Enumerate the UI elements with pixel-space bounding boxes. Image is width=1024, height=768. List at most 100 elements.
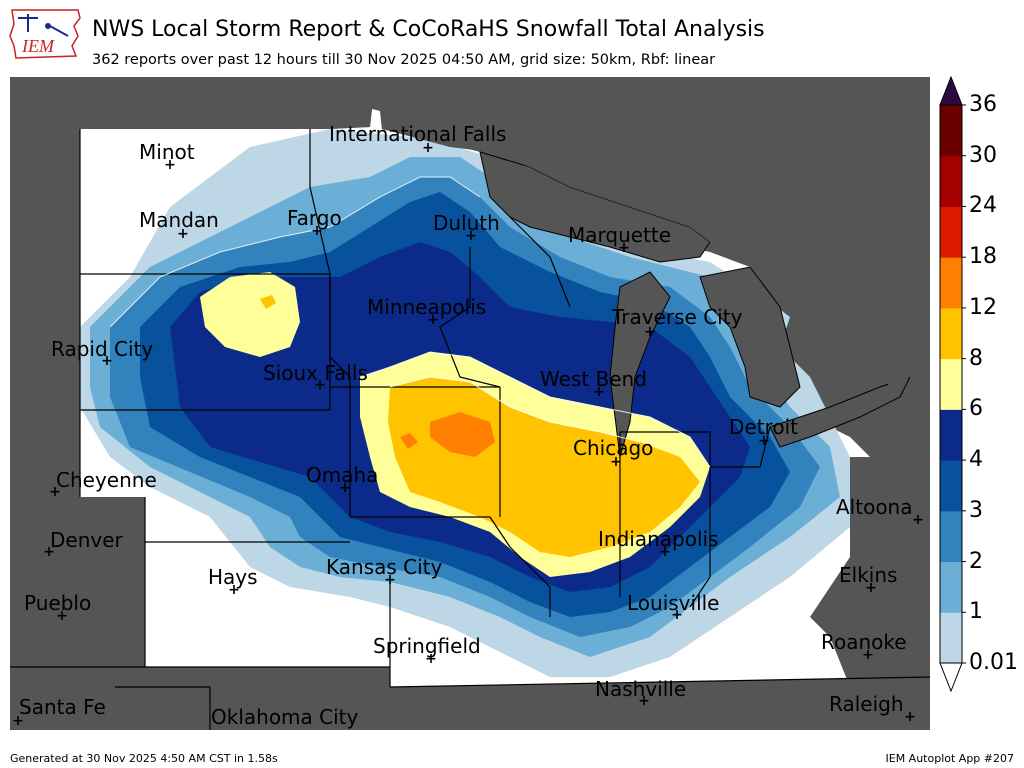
colorbar bbox=[939, 75, 966, 693]
colorbar-band bbox=[940, 155, 962, 207]
mask-southwest bbox=[10, 497, 390, 687]
city-marker: + bbox=[164, 157, 176, 173]
snow-band-5 bbox=[200, 272, 300, 357]
city-marker: + bbox=[425, 651, 437, 667]
colorbar-tick-label: 24 bbox=[969, 193, 997, 219]
snow-band-7 bbox=[430, 412, 495, 457]
colorbar-tick-label: 4 bbox=[969, 447, 983, 473]
city-label: Detroit bbox=[729, 415, 798, 439]
city-label: Mandan bbox=[139, 208, 219, 232]
logo-text: IEM bbox=[21, 36, 55, 56]
footer-app: IEM Autoplot App #207 bbox=[885, 752, 1015, 765]
city-marker: + bbox=[12, 713, 24, 729]
city-label: Elkins bbox=[839, 563, 898, 587]
city-marker: + bbox=[638, 693, 650, 709]
city-marker: + bbox=[43, 544, 55, 560]
city-label: Cheyenne bbox=[56, 468, 157, 492]
city-marker: + bbox=[593, 384, 605, 400]
city-marker: + bbox=[177, 226, 189, 242]
city-label: Springfield bbox=[373, 634, 481, 658]
city-label: Nashville bbox=[595, 677, 687, 701]
colorbar-tick-label: 8 bbox=[969, 345, 983, 371]
city-label: International Falls bbox=[329, 122, 507, 146]
mask-canada bbox=[10, 77, 930, 397]
city-label: Denver bbox=[50, 528, 123, 552]
city-label: Omaha bbox=[306, 463, 379, 487]
city-label: Sioux Falls bbox=[263, 361, 368, 385]
mask-east bbox=[810, 457, 930, 687]
city-label: Louisville bbox=[627, 591, 720, 615]
city-label: Oklahoma City bbox=[211, 705, 359, 729]
city-marker: + bbox=[862, 647, 874, 663]
city-label: Fargo bbox=[287, 206, 342, 230]
iem-logo: IEM bbox=[8, 6, 84, 62]
city-marker: + bbox=[49, 484, 61, 500]
colorbar-tick-label: 18 bbox=[969, 244, 997, 270]
city-marker: + bbox=[427, 312, 439, 328]
colorbar-tick-label: 36 bbox=[969, 92, 997, 117]
mask-southeast bbox=[390, 677, 930, 730]
city-marker: + bbox=[610, 454, 622, 470]
footer-generated: Generated at 30 Nov 2025 4:50 AM CST in … bbox=[10, 752, 278, 765]
colorbar-band bbox=[940, 257, 962, 309]
lake-superior bbox=[479, 151, 711, 263]
city-marker: + bbox=[56, 608, 68, 624]
city-label: Minot bbox=[139, 140, 195, 164]
city-marker: + bbox=[618, 240, 630, 256]
contour-lines bbox=[109, 176, 711, 468]
city-marker: + bbox=[904, 709, 916, 725]
city-label: Kansas City bbox=[326, 555, 443, 579]
city-marker: + bbox=[644, 324, 656, 340]
snow-band-7b bbox=[400, 433, 418, 449]
lake-michigan bbox=[609, 271, 671, 458]
city-label: Pueblo bbox=[24, 591, 92, 615]
city-label: Duluth bbox=[433, 211, 500, 235]
colorbar-band bbox=[940, 409, 962, 461]
colorbar-tick-label: 6 bbox=[969, 396, 983, 422]
city-label: Minneapolis bbox=[367, 295, 487, 319]
snow-band-5c bbox=[260, 295, 276, 309]
mask-west bbox=[10, 77, 80, 497]
snowfall-map: Minot + International Falls + Mandan + F… bbox=[10, 77, 930, 730]
city-label: Altoona bbox=[836, 495, 913, 519]
colorbar-tick-label: 12 bbox=[969, 294, 997, 320]
colorbar-band bbox=[940, 612, 962, 664]
colorbar-tick-label: 30 bbox=[969, 142, 997, 168]
city-marker: + bbox=[465, 228, 477, 244]
city-marker: + bbox=[339, 480, 351, 496]
mask-south bbox=[10, 667, 390, 730]
chart-title: NWS Local Storm Report & CoCoRaHS Snowfa… bbox=[92, 17, 765, 42]
colorbar-band bbox=[940, 460, 962, 512]
city-marker: + bbox=[101, 353, 113, 369]
colorbar-tick-label: 2 bbox=[969, 548, 983, 574]
city-label: Rapid City bbox=[51, 337, 154, 361]
city-label: Indianapolis bbox=[598, 527, 719, 551]
city-label: Chicago bbox=[573, 436, 654, 460]
city-marker: + bbox=[659, 544, 671, 560]
city-label: Raleigh bbox=[829, 692, 904, 716]
lake-huron bbox=[699, 266, 801, 408]
city-label: Marquette bbox=[568, 223, 672, 247]
city-marker: + bbox=[758, 433, 770, 449]
city-marker: + bbox=[671, 607, 683, 623]
state-borders bbox=[10, 129, 930, 730]
colorbar-tick-label: 3 bbox=[969, 497, 983, 523]
city-marker: + bbox=[912, 512, 924, 528]
colorbar-tick-label: 0.01 bbox=[969, 650, 1018, 675]
colorbar-band bbox=[940, 105, 962, 157]
city-label: Hays bbox=[208, 565, 258, 589]
colorbar-band bbox=[940, 307, 962, 360]
city-label: Roanoke bbox=[821, 630, 907, 654]
colorbar-band bbox=[940, 510, 962, 563]
colorbar-band bbox=[940, 358, 962, 410]
city-label: Santa Fe bbox=[19, 695, 106, 719]
city-label: Traverse City bbox=[612, 305, 743, 329]
city-marker: + bbox=[384, 572, 396, 588]
city-marker: + bbox=[865, 580, 877, 596]
city-marker: + bbox=[314, 377, 326, 393]
lake-erie bbox=[769, 376, 911, 448]
city-marker: + bbox=[422, 140, 434, 156]
city-marker: + bbox=[228, 582, 240, 598]
city-marker: + bbox=[311, 223, 323, 239]
city-label: West Bend bbox=[540, 367, 647, 391]
